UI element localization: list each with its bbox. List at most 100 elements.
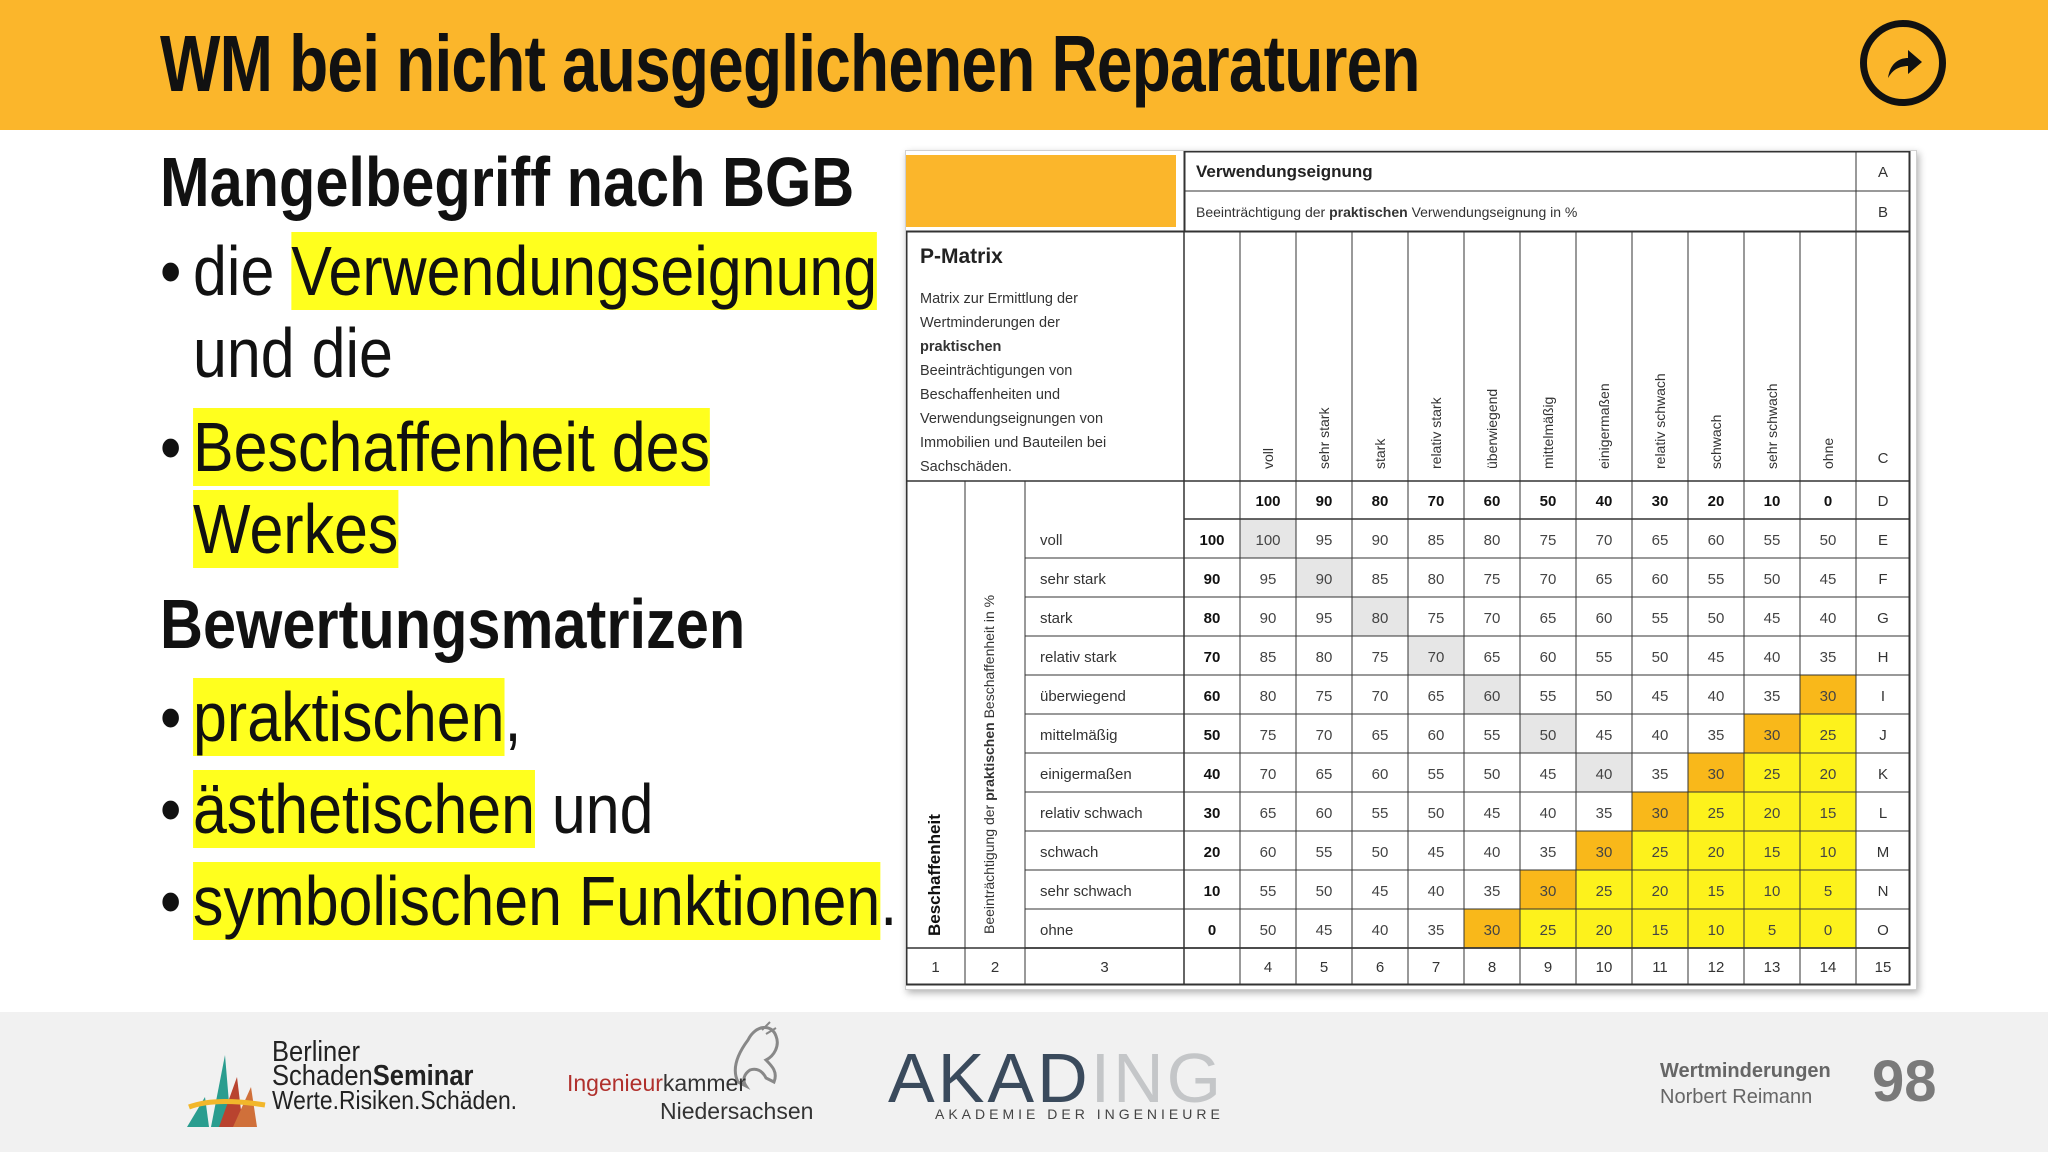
matrix-col-number: 6 [1376,959,1384,976]
matrix-cell-value: 75 [1484,571,1501,588]
matrix-col-label: voll [1260,448,1276,469]
matrix-row-value: 20 [1204,844,1221,861]
matrix-cell-fill [1576,870,1632,909]
matrix-cell-value: 60 [1428,727,1445,744]
forward-arrow-circle-icon[interactable] [1860,20,1946,106]
matrix-cell-value: 30 [1596,844,1613,861]
matrix-cell-value: 10 [1708,922,1725,939]
matrix-col-value: 70 [1428,493,1445,510]
matrix-col-value: 80 [1372,493,1389,510]
arrow-icon [1888,50,1922,78]
matrix-cell-value: 50 [1316,883,1333,900]
matrix-row-letter: D [1878,493,1889,510]
matrix-col-value: 30 [1652,493,1669,510]
bss-line1: Berliner [272,1036,360,1068]
matrix-cell-fill [1688,831,1744,870]
bullet-suffix: und [535,770,654,848]
matrix-row-label: relativ stark [1040,649,1117,666]
matrix-row-letter: H [1878,649,1889,666]
matrix-cell-fill [1464,909,1520,948]
matrix-cell-fill [1520,870,1576,909]
bss-line3: Werte.Risiken.Schäden. [272,1085,518,1115]
matrix-cell-fill [1632,870,1688,909]
matrix-cell-value: 45 [1316,922,1333,939]
matrix-row-label: einigermaßen [1040,766,1132,783]
matrix-cell-fill [1800,792,1856,831]
ik-red: Ingenieur [567,1070,663,1096]
matrix-row-letter: I [1881,688,1885,705]
footer-author: Norbert Reimann [1660,1086,1813,1108]
bullet-dot: • [160,862,182,940]
matrix-cell-value: 60 [1708,532,1725,549]
matrix-cell-value: 55 [1596,649,1613,666]
matrix-cell-fill [1296,558,1352,597]
ingenieurkammer-horse-logo [733,1021,779,1090]
matrix-cell-fill [1632,831,1688,870]
matrix-col-number: 12 [1708,959,1725,976]
matrix-desc-line: Beeinträchtigungen von [920,363,1072,379]
matrix-cell-value: 40 [1428,883,1445,900]
matrix-cell-value: 95 [1260,571,1277,588]
matrix-cell-value: 70 [1316,727,1333,744]
matrix-col-number: 1 [931,959,939,976]
bullet-dot: • [160,232,182,310]
matrix-cell-value: 35 [1484,883,1501,900]
matrix-cell-fill [1744,909,1800,948]
matrix-col-label: relativ stark [1428,396,1444,469]
matrix-row-label: ohne [1040,922,1073,939]
bullet-beschaffenheit: • Beschaffenheit des Werkes [160,406,786,570]
matrix-col-label: sehr schwach [1764,383,1780,469]
matrix-cell-value: 75 [1372,649,1389,666]
matrix-cell-value: 40 [1596,766,1613,783]
matrix-side-label-beeintraechtigung: Beeinträchtigung der praktischen Beschaf… [981,595,997,934]
matrix-cell-value: 0 [1824,922,1832,939]
matrix-cell-value: 85 [1428,532,1445,549]
matrix-cell-value: 45 [1372,883,1389,900]
heading-mangelbegriff: Mangelbegriff nach BGB [160,143,855,221]
matrix-row-value: 50 [1204,727,1221,744]
matrix-cell-value: 85 [1260,649,1277,666]
bss-logo-text: Berliner SchadenSeminar Werte.Risiken.Sc… [272,1036,518,1115]
matrix-cell-value: 60 [1540,649,1557,666]
matrix-cell-value: 55 [1540,688,1557,705]
matrix-row-letter: C [1878,450,1889,467]
berliner-schadenseminar-logo [187,1055,266,1127]
matrix-col-number: 14 [1820,959,1837,976]
matrix-cell-value: 55 [1708,571,1725,588]
matrix-col-number: 8 [1488,959,1496,976]
matrix-cell-value: 60 [1484,688,1501,705]
matrix-cell-value: 25 [1596,883,1613,900]
matrix-cell-value: 35 [1708,727,1725,744]
matrix-cell-value: 20 [1820,766,1837,783]
matrix-cell-value: 90 [1372,532,1389,549]
matrix-desc-line: Immobilien und Bauteilen bei [920,435,1106,451]
matrix-cell-value: 45 [1652,688,1669,705]
matrix-cell-value: 30 [1652,805,1669,822]
matrix-cell-fill [1800,753,1856,792]
matrix-cell-value: 55 [1372,805,1389,822]
matrix-cell-value: 25 [1708,805,1725,822]
matrix-cell-fill [1744,831,1800,870]
matrix-desc-bold: praktischen [920,339,1001,355]
highlight-beschaffenheit-line2: Werkes [193,490,399,568]
matrix-row-label: voll [1040,532,1063,549]
matrix-col-label: ohne [1820,438,1836,469]
matrix-cell-value: 10 [1820,844,1837,861]
left-text-column: Mangelbegriff nach BGB • die Verwendungs… [160,140,897,942]
bullet-praktischen: • praktischen, [160,676,786,758]
matrix-cell-value: 70 [1372,688,1389,705]
matrix-cell-fill [1744,714,1800,753]
matrix-col-value: 100 [1255,493,1280,510]
matrix-cell-value: 35 [1428,922,1445,939]
matrix-col-label: schwach [1708,415,1724,469]
matrix-col-number: 3 [1100,959,1108,976]
matrix-cell-fill [1632,909,1688,948]
matrix-row-letter: M [1877,844,1890,861]
matrix-row-value: 100 [1199,532,1224,549]
matrix-top-subtitle: Beeinträchtigung der praktischen Verwend… [1196,204,1577,220]
matrix-cell-value: 60 [1316,805,1333,822]
matrix-cell-value: 30 [1820,688,1837,705]
highlight-symbolischen: symbolischen Funktionen [193,862,881,940]
matrix-cell-value: 50 [1708,610,1725,627]
matrix-cell-value: 25 [1540,922,1557,939]
